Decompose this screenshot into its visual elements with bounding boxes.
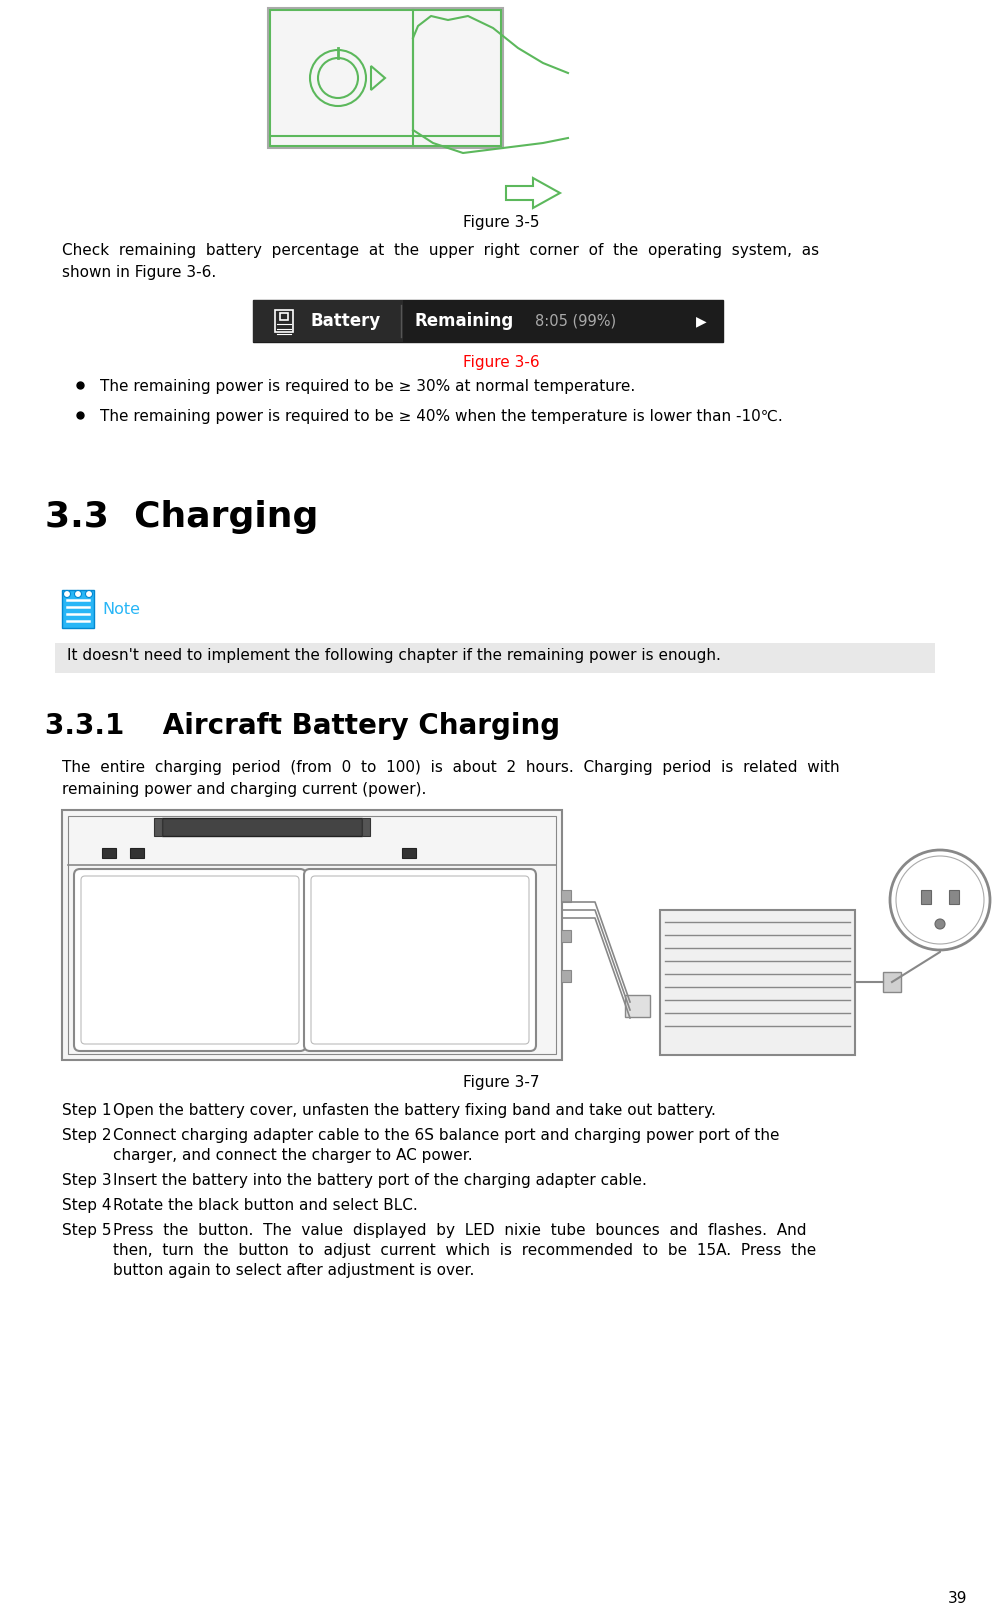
Text: ▶: ▶: [695, 314, 705, 328]
Bar: [253, 301, 722, 343]
Bar: [624, 995, 649, 1016]
Text: remaining power and charging current (power).: remaining power and charging current (po…: [62, 782, 426, 797]
FancyBboxPatch shape: [304, 869, 535, 1050]
Bar: [154, 818, 162, 835]
Text: button again to select after adjustment is over.: button again to select after adjustment …: [113, 1264, 474, 1278]
Text: Step 4: Step 4: [62, 1197, 111, 1214]
Text: 8:05 (99%): 8:05 (99%): [534, 314, 615, 328]
Text: Note: Note: [102, 601, 140, 616]
Text: shown in Figure 3-6.: shown in Figure 3-6.: [62, 265, 216, 280]
Circle shape: [889, 850, 989, 950]
Bar: [659, 910, 854, 1055]
Bar: [253, 301, 403, 343]
Bar: [362, 818, 370, 835]
Circle shape: [85, 590, 92, 598]
Bar: [560, 929, 570, 942]
Bar: [920, 890, 930, 903]
Text: Connect charging adapter cable to the 6S balance port and charging power port of: Connect charging adapter cable to the 6S…: [113, 1128, 779, 1143]
Bar: [68, 816, 555, 1054]
Text: Press  the  button.  The  value  displayed  by  LED  nixie  tube  bounces  and  : Press the button. The value displayed by…: [113, 1223, 806, 1238]
Text: 39: 39: [947, 1592, 967, 1606]
Text: Rotate the black button and select BLC.: Rotate the black button and select BLC.: [113, 1197, 418, 1214]
Circle shape: [934, 920, 944, 929]
Bar: [130, 848, 144, 858]
Text: Check  remaining  battery  percentage  at  the  upper  right  corner  of  the  o: Check remaining battery percentage at th…: [62, 242, 819, 259]
Bar: [402, 848, 416, 858]
Bar: [560, 890, 570, 902]
Text: The remaining power is required to be ≥ 30% at normal temperature.: The remaining power is required to be ≥ …: [100, 380, 634, 394]
Text: Step 3: Step 3: [62, 1173, 111, 1188]
Bar: [55, 643, 934, 672]
Text: 3.3.1    Aircraft Battery Charging: 3.3.1 Aircraft Battery Charging: [45, 713, 559, 740]
Text: Figure 3-5: Figure 3-5: [462, 215, 539, 229]
Text: It doesn't need to implement the following chapter if the remaining power is eno: It doesn't need to implement the followi…: [67, 648, 720, 663]
FancyBboxPatch shape: [74, 869, 306, 1050]
Text: Insert the battery into the battery port of the charging adapter cable.: Insert the battery into the battery port…: [113, 1173, 646, 1188]
Text: then,  turn  the  button  to  adjust  current  which  is  recommended  to  be  1: then, turn the button to adjust current …: [113, 1243, 816, 1257]
Bar: [62, 590, 94, 629]
Circle shape: [74, 590, 81, 598]
Bar: [948, 890, 958, 903]
Circle shape: [63, 590, 70, 598]
Text: Figure 3-7: Figure 3-7: [462, 1075, 539, 1091]
Text: 3.3  Charging: 3.3 Charging: [45, 499, 318, 533]
Text: Remaining: Remaining: [415, 312, 514, 330]
Text: Step 2: Step 2: [62, 1128, 111, 1143]
Bar: [882, 971, 900, 992]
Bar: [268, 8, 502, 149]
Text: Battery: Battery: [311, 312, 381, 330]
Bar: [275, 310, 293, 331]
Bar: [162, 818, 362, 835]
Bar: [62, 810, 561, 1060]
Text: The  entire  charging  period  (from  0  to  100)  is  about  2  hours.  Chargin: The entire charging period (from 0 to 10…: [62, 760, 839, 776]
Text: Figure 3-6: Figure 3-6: [462, 356, 539, 370]
Bar: [102, 848, 116, 858]
Bar: [280, 314, 288, 320]
Text: The remaining power is required to be ≥ 40% when the temperature is lower than -: The remaining power is required to be ≥ …: [100, 409, 782, 423]
Text: charger, and connect the charger to AC power.: charger, and connect the charger to AC p…: [113, 1147, 472, 1164]
Text: Step 1: Step 1: [62, 1104, 111, 1118]
Bar: [270, 10, 501, 145]
Text: Open the battery cover, unfasten the battery fixing band and take out battery.: Open the battery cover, unfasten the bat…: [113, 1104, 715, 1118]
Text: Step 5: Step 5: [62, 1223, 111, 1238]
Bar: [560, 970, 570, 983]
